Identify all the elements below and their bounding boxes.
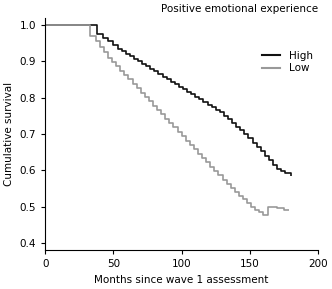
Text: Positive emotional experience: Positive emotional experience	[161, 4, 318, 14]
Legend: High, Low: High, Low	[262, 51, 313, 73]
X-axis label: Months since wave 1 assessment: Months since wave 1 assessment	[94, 275, 269, 285]
Y-axis label: Cumulative survival: Cumulative survival	[4, 82, 14, 186]
